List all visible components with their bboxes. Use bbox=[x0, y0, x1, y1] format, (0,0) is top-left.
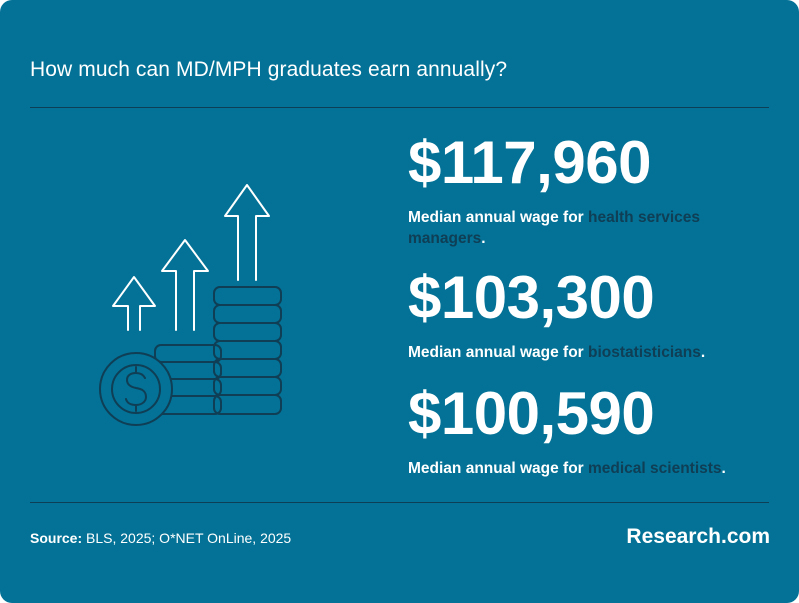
stat-suffix: . bbox=[721, 460, 726, 477]
coins-growth-icon bbox=[99, 184, 282, 426]
dollar-coin-icon bbox=[99, 352, 173, 426]
stat-amount: $117,960 bbox=[408, 129, 651, 196]
source-text: BLS, 2025; O*NET OnLine, 2025 bbox=[82, 530, 292, 546]
stat-description: Median annual wage for biostatisticians. bbox=[408, 342, 768, 363]
stat-amount: $100,590 bbox=[408, 380, 655, 447]
stat-occupation: medical scientists bbox=[588, 460, 722, 477]
stat-health-services-managers: $117,960 Median annual wage for health s… bbox=[408, 133, 768, 249]
stat-occupation: health services managers bbox=[408, 209, 701, 247]
stat-description: Median annual wage for medical scientist… bbox=[408, 458, 768, 479]
stat-biostatisticians: $103,300 Median annual wage for biostati… bbox=[408, 268, 768, 363]
stat-prefix: Median annual wage for bbox=[408, 460, 588, 477]
growth-arrows-icon bbox=[112, 184, 270, 331]
bottom-divider bbox=[30, 502, 769, 503]
stat-medical-scientists: $100,590 Median annual wage for medical … bbox=[408, 384, 768, 479]
stat-prefix: Median annual wage for bbox=[408, 344, 588, 361]
stat-occupation: biostatisticians bbox=[588, 344, 701, 361]
stat-prefix: Median annual wage for bbox=[408, 209, 588, 226]
stat-description: Median annual wage for health services m… bbox=[408, 207, 768, 249]
brand-logo: Research.com bbox=[626, 525, 770, 548]
infographic-title: How much can MD/MPH graduates earn annua… bbox=[30, 58, 508, 81]
stat-suffix: . bbox=[481, 230, 486, 247]
source-note: Source: BLS, 2025; O*NET OnLine, 2025 bbox=[30, 530, 291, 546]
stat-amount: $103,300 bbox=[408, 264, 655, 331]
top-divider bbox=[30, 107, 769, 108]
coin-stack-tall-icon bbox=[213, 286, 282, 415]
source-label: Source: bbox=[30, 530, 83, 546]
stat-suffix: . bbox=[700, 344, 706, 361]
